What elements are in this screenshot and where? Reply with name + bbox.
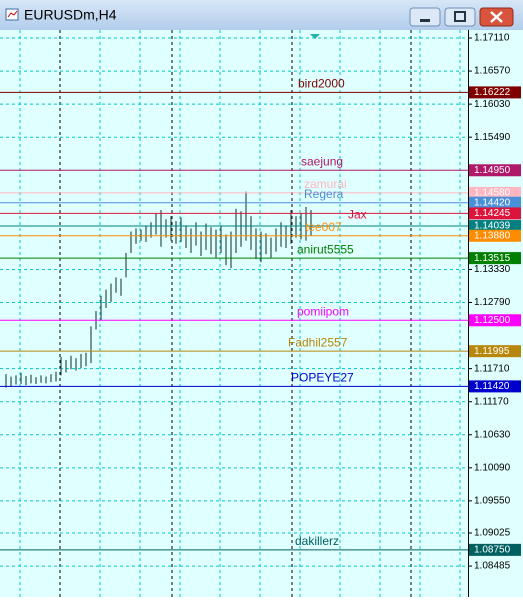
y-tick-label: 1.11710 xyxy=(474,363,510,374)
price-tag-label: 1.08750 xyxy=(474,544,511,555)
y-tick-label: 1.08485 xyxy=(474,561,511,572)
y-tick-label: 1.10090 xyxy=(474,462,511,473)
level-label: saejung xyxy=(301,154,343,168)
level-label: Jax xyxy=(348,208,367,222)
price-tag-label: 1.13515 xyxy=(474,253,511,264)
close-icon xyxy=(490,11,503,23)
price-tag-label: 1.11995 xyxy=(474,346,510,357)
y-tick-label: 1.13330 xyxy=(474,264,511,275)
price-tag-label: 1.16222 xyxy=(474,87,511,98)
price-tag-label: 1.14039 xyxy=(474,221,511,232)
price-tag xyxy=(469,196,521,209)
price-tag xyxy=(469,220,521,233)
window-icon-line xyxy=(7,10,18,18)
window-title: EURUSDm,H4 xyxy=(24,7,117,23)
y-tick-label: 1.11170 xyxy=(474,396,509,407)
grid xyxy=(0,30,468,597)
y-tick-label: 1.12790 xyxy=(474,297,511,308)
level-label: bird2000 xyxy=(298,77,345,91)
shift-marker xyxy=(310,34,320,39)
y-tick-label: 1.16570 xyxy=(474,66,511,77)
price-tag-label: 1.12500 xyxy=(474,315,511,326)
price-tag xyxy=(469,314,521,327)
chart-area xyxy=(0,30,523,597)
price-tag xyxy=(469,252,521,265)
price-tag xyxy=(469,380,521,393)
level-label: anirut5555 xyxy=(297,242,354,256)
y-tick-label: 1.15490 xyxy=(474,132,511,143)
level-label: zamurai xyxy=(304,177,347,191)
y-tick-label: 1.09550 xyxy=(474,496,511,507)
price-tag-label: 1.14950 xyxy=(474,165,511,176)
price-tag-label: 1.14580 xyxy=(474,188,511,199)
window-icon xyxy=(5,8,19,21)
price-tag xyxy=(469,345,521,358)
price-tag xyxy=(469,164,521,177)
level-label: POPEYE27 xyxy=(291,371,354,385)
minimize-button[interactable] xyxy=(409,7,441,27)
price-tag xyxy=(469,543,521,556)
plot: zamurai bird2000 saejung Regera Jax tee007 ani… xyxy=(0,77,468,551)
price-tag xyxy=(469,207,521,220)
y-tick-label: 1.09025 xyxy=(474,528,511,539)
y-tick-label: 1.10630 xyxy=(474,429,511,440)
price-tag-label: 1.14245 xyxy=(474,208,511,219)
y-tick-label: 1.17110 xyxy=(474,33,510,44)
level-label: tee007 xyxy=(305,220,342,234)
price-tag xyxy=(469,229,521,242)
restore-button[interactable] xyxy=(444,7,476,27)
restore-icon xyxy=(454,11,466,22)
level-label: dakillerz xyxy=(295,534,339,548)
level-label: Regera xyxy=(304,187,344,201)
price-tag xyxy=(469,86,521,99)
price-tag xyxy=(469,186,521,199)
price-tag-label: 1.14420 xyxy=(474,197,511,208)
level-label: pomiipom xyxy=(297,304,349,318)
price-tag-label: 1.11420 xyxy=(474,381,510,392)
level-label: Fadhil2557 xyxy=(288,335,348,349)
minimize-icon xyxy=(420,19,430,22)
y-tick-label: 1.16030 xyxy=(474,99,511,110)
price-tag-label: 1.13880 xyxy=(474,230,511,241)
